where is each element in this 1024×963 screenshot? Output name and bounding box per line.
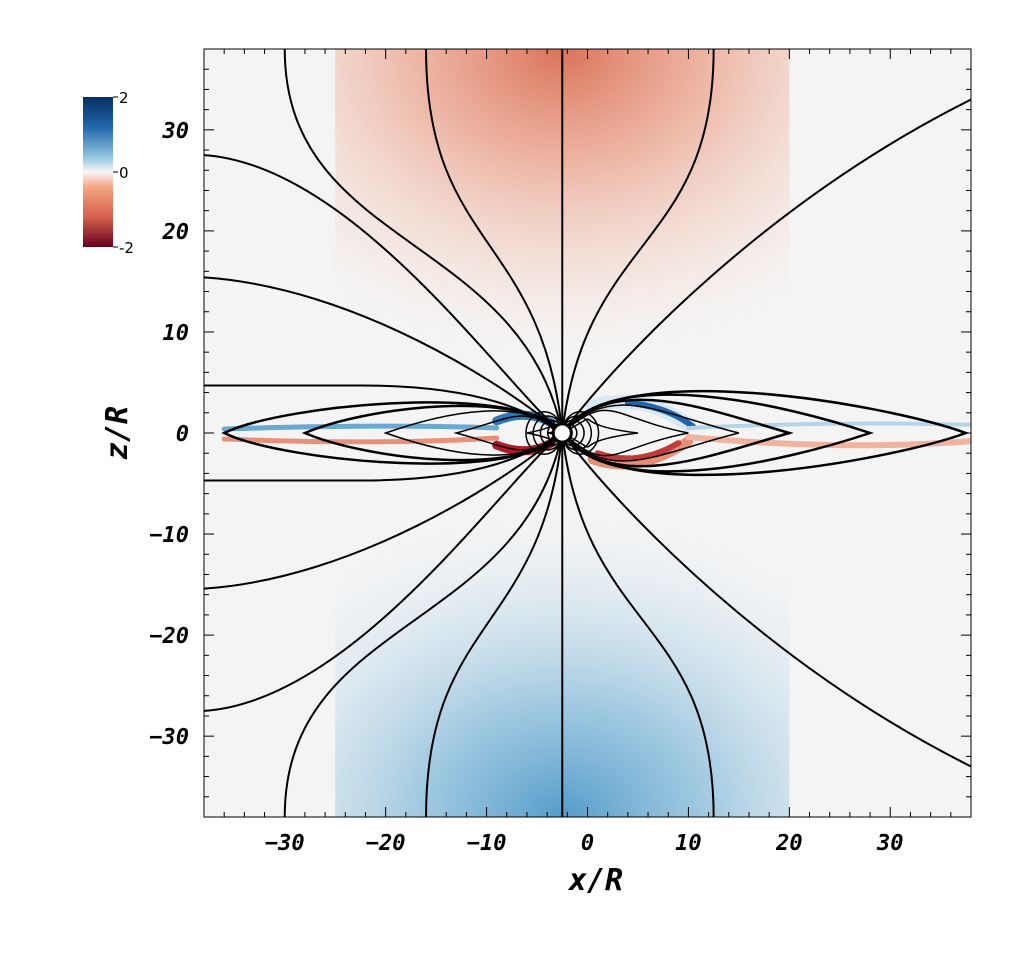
sheet-left-lower	[221, 435, 500, 445]
field-line-north-1	[425, 49, 564, 434]
y-tick-label: −10	[149, 523, 189, 548]
closed-loop-left-0	[221, 401, 564, 465]
field-line-north-3	[561, 49, 715, 434]
field-line-north-0	[283, 49, 564, 434]
closed-loop-right-4	[561, 409, 689, 457]
sheet-left-upper	[221, 423, 500, 432]
x-axis-title: x/R	[567, 863, 623, 898]
central-body	[551, 422, 573, 444]
x-tick-label: −30	[265, 831, 305, 856]
closed-loop-right-1	[561, 393, 875, 473]
colorbar-gradient	[83, 97, 113, 247]
colorbar: 2 0 -2	[83, 89, 134, 257]
closed-loop-right-3	[561, 404, 740, 462]
x-tick-label: −10	[467, 831, 507, 856]
plot-area	[204, 49, 971, 817]
y-tick-label: −20	[149, 624, 189, 649]
colorbar-label-mid: 0	[119, 164, 129, 182]
field-line-south-0	[283, 432, 564, 817]
y-tick-label: 10	[163, 321, 190, 346]
colorbar-label-max: 2	[119, 89, 129, 107]
y-axis: 30 20 10 0 −10 −20 −30	[149, 48, 971, 818]
field-lines	[204, 49, 971, 817]
field-line-right-0	[561, 98, 971, 434]
y-axis-title: z/R	[100, 406, 135, 460]
field-line-left-0	[204, 154, 563, 434]
x-tick-label: 20	[775, 831, 803, 856]
x-tick-label: 0	[581, 831, 594, 856]
field-line-right-1	[561, 432, 971, 768]
closed-loop-left-2	[383, 410, 563, 456]
field-line-left-4	[204, 432, 563, 590]
closed-loop-left-4	[526, 420, 563, 446]
x-tick-label: 10	[675, 831, 702, 856]
x-tick-label: 30	[876, 831, 904, 856]
closed-loop-right-2	[561, 398, 794, 468]
y-tick-label: 30	[162, 119, 190, 144]
field-line-left-1	[204, 276, 563, 434]
field-line-left-5	[204, 432, 563, 712]
x-tick-label: −20	[366, 831, 406, 856]
inner-blue-right	[624, 399, 697, 430]
colorbar-label-min: -2	[119, 239, 134, 257]
closed-loop-left-1	[301, 404, 564, 462]
y-tick-label: 0	[176, 422, 189, 447]
y-tick-label: −30	[149, 725, 189, 750]
x-axis: −30 −20 −10 0 10 20 30	[203, 49, 972, 856]
field-line-south-3	[561, 432, 715, 817]
y-tick-label: 20	[162, 220, 190, 245]
field-line-south-1	[425, 432, 564, 817]
